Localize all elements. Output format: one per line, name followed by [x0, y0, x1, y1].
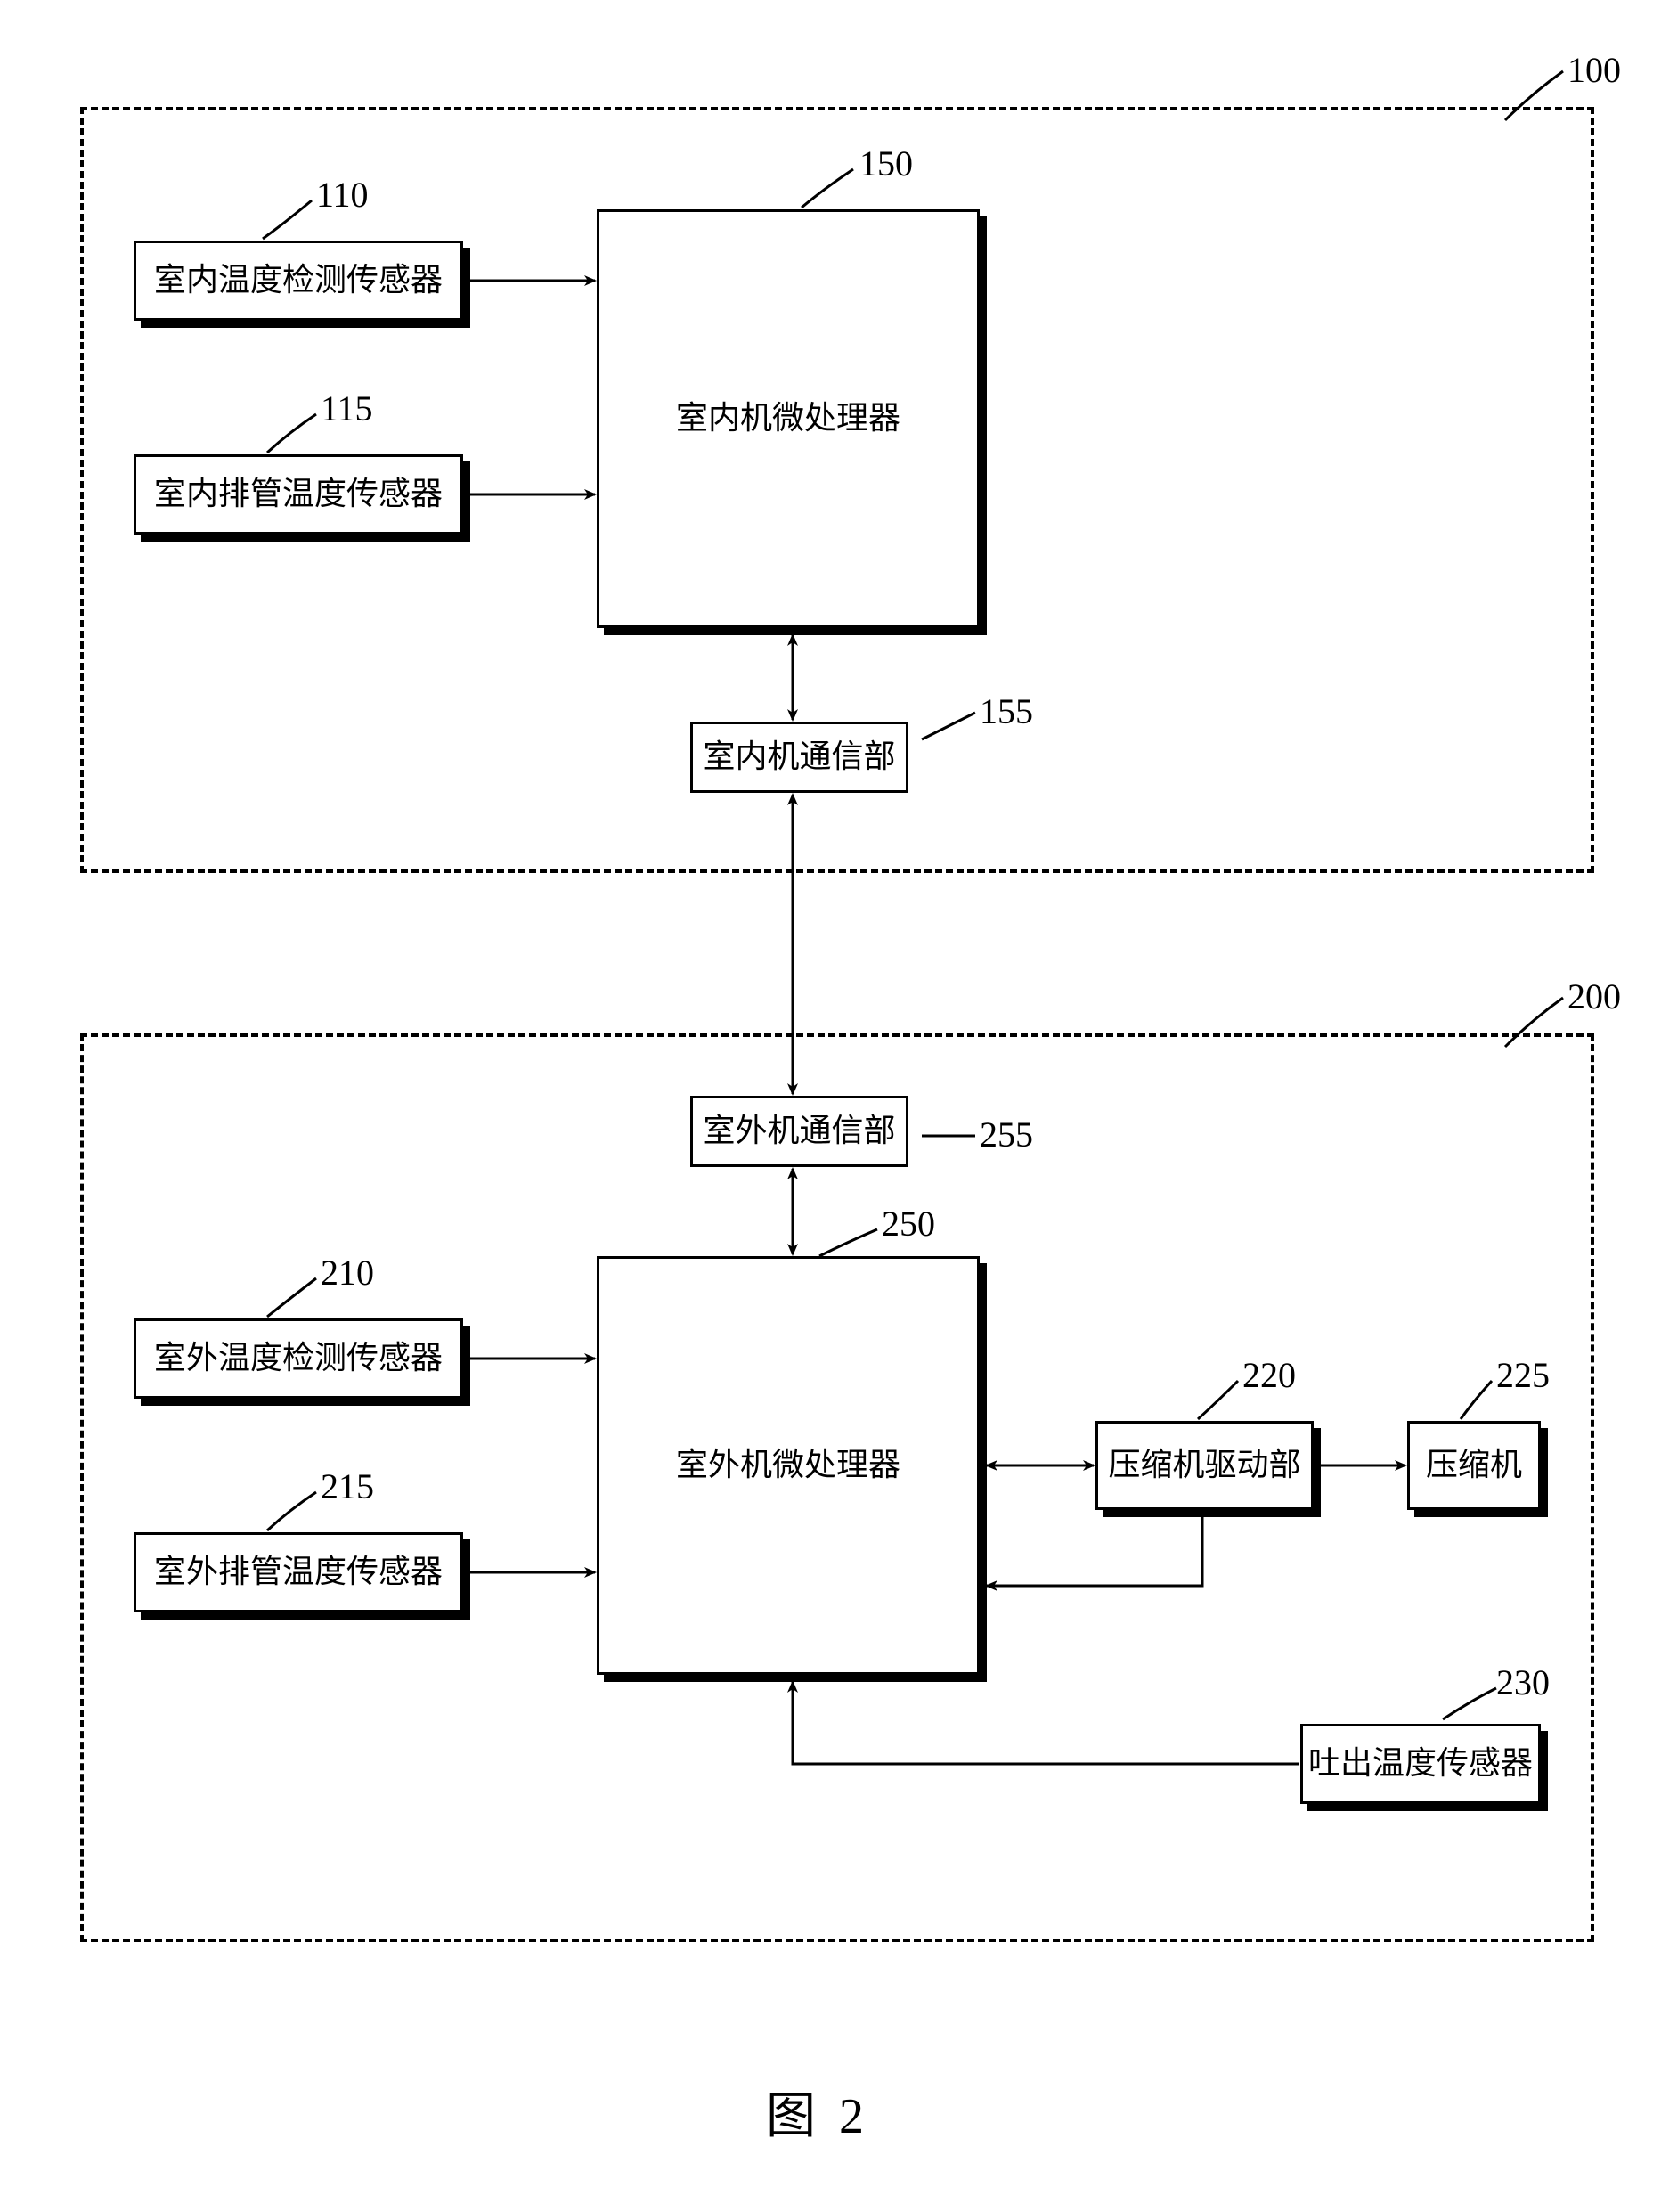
ref-115: 115: [321, 388, 373, 429]
ref-255: 255: [980, 1114, 1033, 1155]
outdoor-pipe-temp-sensor-block: 室外排管温度传感器: [134, 1532, 463, 1612]
compressor-driver-block: 压缩机驱动部: [1095, 1421, 1314, 1510]
indoor-comm-block: 室内机通信部: [690, 722, 908, 793]
ref-230: 230: [1496, 1661, 1550, 1703]
indoor-microprocessor-block: 室内机微处理器: [597, 209, 980, 628]
indoor-pipe-temp-sensor-block: 室内排管温度传感器: [134, 454, 463, 535]
block-label: 室内机微处理器: [676, 399, 900, 437]
ref-110: 110: [316, 174, 369, 216]
ref-250: 250: [882, 1203, 935, 1245]
block-label: 室外排管温度传感器: [154, 1553, 443, 1591]
ref-225: 225: [1496, 1354, 1550, 1396]
block-label: 室外温度检测传感器: [154, 1339, 443, 1377]
figure-label: 图 2: [766, 2076, 869, 2148]
block-label: 室外机通信部: [703, 1112, 895, 1150]
discharge-temp-sensor-block: 吐出温度传感器: [1300, 1724, 1541, 1804]
block-label: 室外机微处理器: [676, 1446, 900, 1484]
block-label: 室内排管温度传感器: [154, 475, 443, 513]
block-label: 吐出温度传感器: [1308, 1744, 1533, 1783]
outdoor-comm-block: 室外机通信部: [690, 1096, 908, 1167]
ref-220: 220: [1242, 1354, 1296, 1396]
block-label: 室内温度检测传感器: [154, 261, 443, 299]
ref-155: 155: [980, 690, 1033, 732]
ref-210: 210: [321, 1252, 374, 1294]
compressor-block: 压缩机: [1407, 1421, 1541, 1510]
diagram-canvas: 室内温度检测传感器 室内排管温度传感器 室内机微处理器 室内机通信部 室外机通信…: [0, 0, 1661, 2212]
block-label: 压缩机驱动部: [1108, 1446, 1300, 1484]
indoor-temp-sensor-block: 室内温度检测传感器: [134, 241, 463, 321]
ref-200: 200: [1567, 975, 1621, 1017]
block-label: 压缩机: [1426, 1446, 1522, 1484]
outdoor-microprocessor-block: 室外机微处理器: [597, 1256, 980, 1675]
ref-150: 150: [859, 143, 913, 184]
ref-215: 215: [321, 1465, 374, 1507]
outdoor-temp-sensor-block: 室外温度检测传感器: [134, 1318, 463, 1399]
ref-100: 100: [1567, 49, 1621, 91]
block-label: 室内机通信部: [703, 738, 895, 776]
